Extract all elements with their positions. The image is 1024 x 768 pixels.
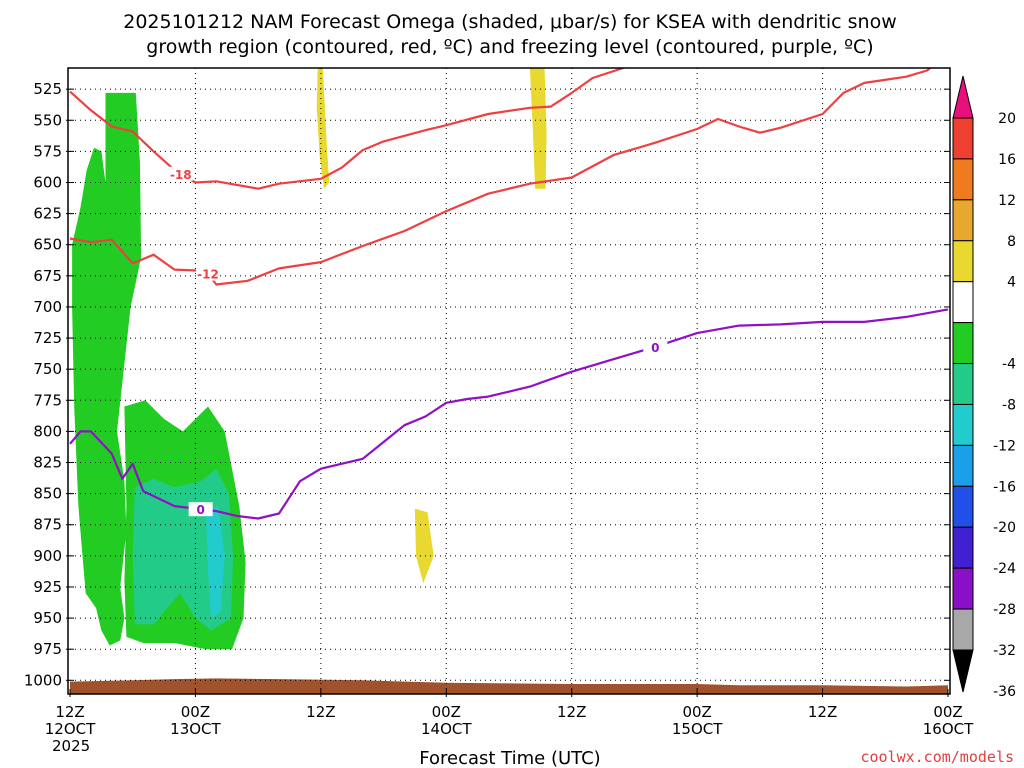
- ytick-label: 950: [33, 609, 62, 627]
- xtick-label: 12Z: [557, 703, 586, 721]
- xtick-label: 00Z: [432, 703, 461, 721]
- colorbar-label: -12: [993, 438, 1016, 454]
- colorbar-label: -36: [993, 684, 1016, 700]
- colorbar-segment: [952, 403, 974, 446]
- ytick-label: 575: [33, 142, 62, 160]
- ytick-label: 750: [33, 360, 62, 378]
- omega-yellow-blob-3: [414, 508, 434, 584]
- contour-label-bg: [168, 166, 193, 181]
- colorbar: 20 16 12 8 4 -4 -8 -12 -16 -20 -24 -28 -32 -36: [952, 75, 1016, 700]
- chart-title-line1: 2025101212 NAM Forecast Omega (shaded, μ…: [123, 11, 896, 33]
- colorbar-label: -32: [993, 643, 1016, 659]
- colorbar-segment: [952, 363, 974, 405]
- contour-label--18: -18: [170, 168, 192, 182]
- contour-label-0: 0: [651, 341, 659, 355]
- plot-frame: [67, 67, 951, 695]
- ytick-label: 775: [33, 391, 62, 409]
- xtick-label: 12Z: [306, 703, 335, 721]
- contour-label--12: -12: [197, 268, 219, 282]
- ytick-label: 625: [33, 205, 62, 223]
- ytick-label: 600: [33, 173, 62, 191]
- colorbar-label: 16: [998, 152, 1016, 168]
- colorbar-label: -8: [1002, 397, 1016, 413]
- colorbar-segment: [952, 567, 974, 610]
- colorbar-bottom-triangle: [952, 649, 974, 693]
- xtick-label: 00Z: [682, 703, 711, 721]
- xtick-label: 14OCT: [421, 720, 472, 738]
- colorbar-segment: [952, 526, 974, 569]
- colorbar-segment: [952, 240, 974, 283]
- colorbar-segment: [952, 199, 974, 242]
- colorbar-label: 12: [998, 193, 1016, 209]
- xtick-label: 12Z: [808, 703, 837, 721]
- contour-0: [69, 308, 949, 520]
- colorbar-label: -4: [1002, 357, 1016, 373]
- y-axis-ticks: 525 550 575 600 625 650 675 700 725 750 775 800 825 8…: [24, 80, 950, 689]
- xtick-label: 16OCT: [923, 720, 974, 738]
- omega-yellow-streak-2: [529, 68, 547, 189]
- colorbar-label: -20: [993, 520, 1016, 536]
- contour--12: [69, 68, 932, 286]
- colorbar-top-triangle: [952, 75, 974, 119]
- ytick-label: 650: [33, 236, 62, 254]
- colorbar-label: 20: [998, 111, 1016, 127]
- xtick-label: 12OCT: [45, 720, 96, 738]
- xtick-label: 15OCT: [672, 720, 723, 738]
- ytick-label: 675: [33, 267, 62, 285]
- x-axis-label: Forecast Time (UTC): [419, 748, 600, 768]
- ytick-label: 1000: [24, 671, 62, 689]
- ytick-label: 700: [33, 298, 62, 316]
- colorbar-segment: [952, 117, 974, 160]
- ytick-label: 525: [33, 80, 62, 98]
- colorbar-label: -16: [993, 479, 1016, 495]
- colorbar-label: -28: [993, 602, 1016, 618]
- ytick-label: 725: [33, 329, 62, 347]
- ytick-label: 900: [33, 547, 62, 565]
- omega-cyan-core: [205, 506, 225, 619]
- colorbar-label: 8: [1007, 234, 1016, 250]
- omega-green-column: [72, 92, 142, 646]
- terrain-layer: [70, 678, 948, 694]
- xtick-label: 00Z: [933, 703, 962, 721]
- colorbar-segment: [952, 444, 974, 487]
- xtick-label: 2025: [52, 737, 90, 755]
- contour-label-bg: [195, 266, 220, 281]
- credit-text: coolwx.com/models: [860, 748, 1014, 766]
- ytick-label: 925: [33, 578, 62, 596]
- terrain-fill: [70, 678, 948, 694]
- ytick-label: 850: [33, 485, 62, 503]
- xtick-label: 00Z: [181, 703, 210, 721]
- contour-label-0: 0: [196, 503, 204, 517]
- ytick-label: 975: [33, 640, 62, 658]
- colorbar-label: -24: [993, 561, 1016, 577]
- ytick-label: 875: [33, 516, 62, 534]
- colorbar-segment: [952, 158, 974, 201]
- xtick-label: 13OCT: [170, 720, 221, 738]
- ytick-label: 550: [33, 111, 62, 129]
- contour-labels: -18 -12 0 0: [168, 166, 668, 517]
- omega-yellow-streak-1: [316, 68, 330, 189]
- chart-title-line2: growth region (contoured, red, ºC) and f…: [146, 36, 873, 58]
- colorbar-segment: [952, 608, 974, 651]
- contour-label-bg: [188, 502, 213, 517]
- xtick-label: 12Z: [55, 703, 84, 721]
- colorbar-segment: [952, 281, 974, 324]
- ytick-label: 800: [33, 422, 62, 440]
- colorbar-label: 4: [1007, 275, 1016, 291]
- ytick-label: 825: [33, 454, 62, 472]
- colorbar-segment: [952, 485, 974, 528]
- contour-label-bg: [643, 339, 668, 354]
- omega-shading-layer: [72, 68, 547, 650]
- colorbar-segment: [952, 322, 974, 365]
